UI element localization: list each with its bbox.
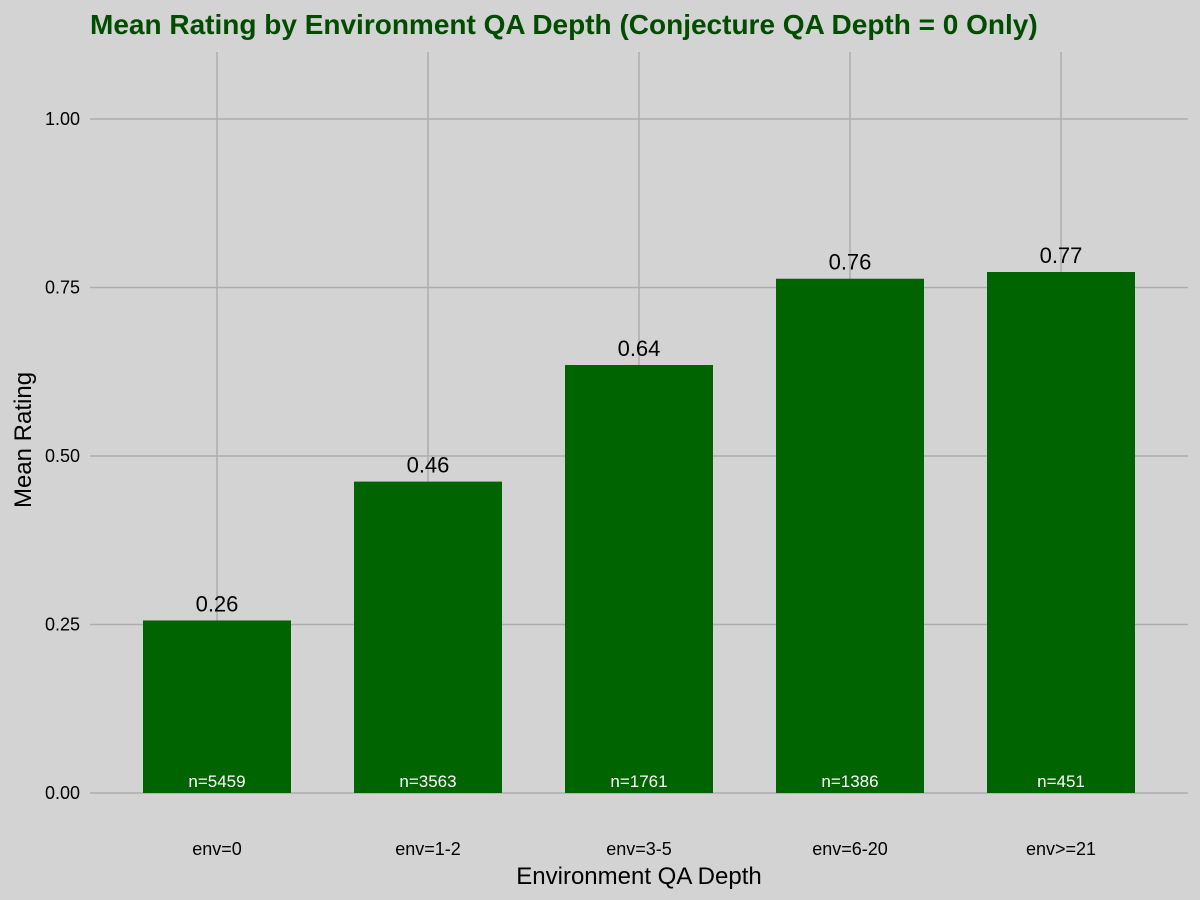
- bar: [987, 271, 1135, 793]
- bar: [565, 365, 713, 793]
- x-tick-label: env=0: [192, 839, 242, 859]
- x-tick-label: env>=21: [1026, 839, 1096, 859]
- x-tick-label: env=6-20: [812, 839, 888, 859]
- bar-count-label: n=1386: [821, 772, 878, 791]
- bar-count-label: n=3563: [399, 772, 456, 791]
- x-axis-ticks: env=0 env=1-2 env=3-5 env=6-20 env>=21: [192, 839, 1096, 859]
- bars: [143, 271, 1135, 793]
- y-axis-title: Mean Rating: [10, 372, 37, 508]
- y-axis-ticks: 0.00 0.25 0.50 0.75 1.00: [45, 109, 80, 803]
- bar-count-label: n=1761: [610, 772, 667, 791]
- x-axis-title: Environment QA Depth: [516, 863, 761, 890]
- y-tick-label: 0.50: [45, 446, 80, 466]
- bar-value-label: 0.76: [829, 250, 872, 275]
- bar-value-label: 0.77: [1040, 243, 1083, 268]
- bar-value-label: 0.46: [407, 453, 450, 478]
- bar-value-label: 0.64: [618, 336, 661, 361]
- bar-value-label: 0.26: [196, 591, 239, 616]
- bar: [143, 620, 291, 793]
- data-labels: 0.26 n=5459 0.46 n=3563 0.64 n=1761 0.76 n=1386…: [188, 243, 1084, 791]
- y-tick-label: 0.00: [45, 783, 80, 803]
- y-tick-label: 0.25: [45, 615, 80, 635]
- y-tick-label: 0.75: [45, 278, 80, 298]
- x-tick-label: env=1-2: [395, 839, 461, 859]
- chart-title: Mean Rating by Environment QA Depth (Con…: [90, 9, 1038, 40]
- y-tick-label: 1.00: [45, 109, 80, 129]
- bar-count-label: n=5459: [188, 772, 245, 791]
- bar: [776, 278, 924, 793]
- bar: [354, 481, 502, 793]
- bar-count-label: n=451: [1037, 772, 1085, 791]
- x-tick-label: env=3-5: [606, 839, 672, 859]
